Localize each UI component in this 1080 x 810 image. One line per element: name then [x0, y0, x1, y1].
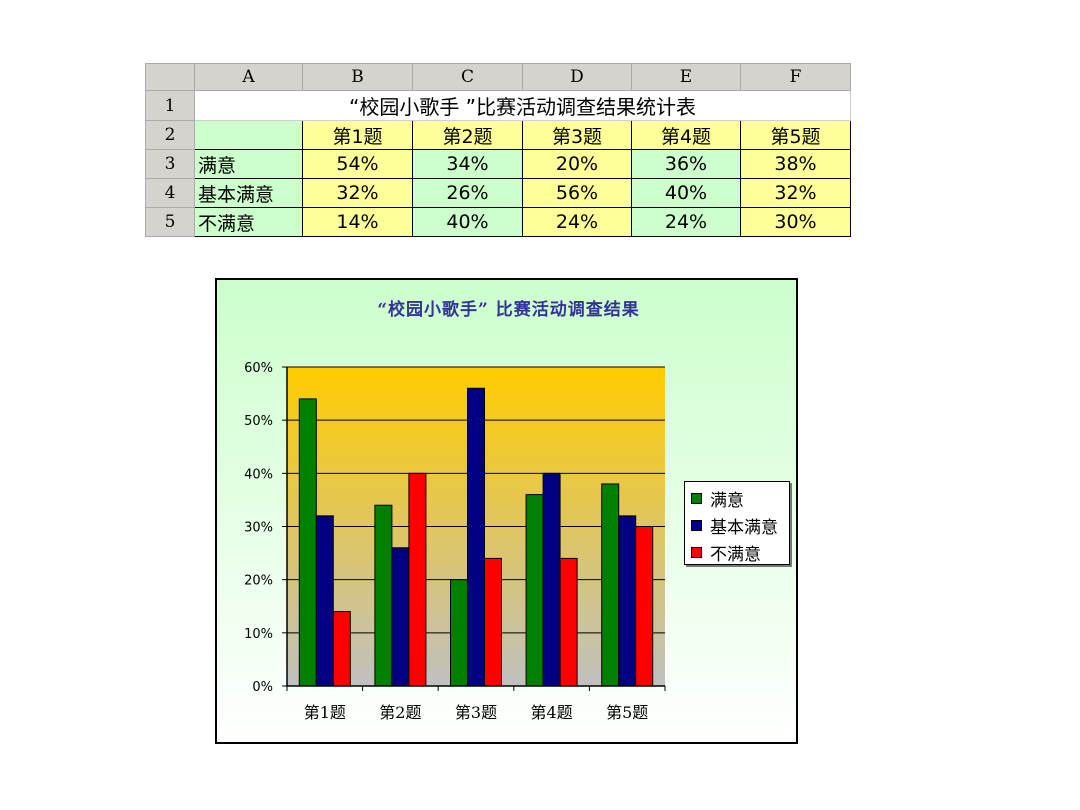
cell-question-1[interactable]: 第1题 — [302, 120, 413, 150]
cell-a2[interactable] — [194, 120, 303, 150]
cell-value[interactable]: 32% — [302, 178, 413, 208]
bars — [298, 387, 654, 687]
bar — [332, 611, 351, 687]
x-tick-label: 第3题 — [455, 703, 497, 722]
cell-value[interactable]: 38% — [740, 149, 851, 179]
legend-item-basically-satisfied: 基本满意 — [691, 513, 778, 538]
cell-question-5[interactable]: 第5题 — [740, 120, 851, 150]
cell-value[interactable]: 54% — [302, 149, 413, 179]
row-header-1[interactable]: 1 — [145, 90, 195, 121]
row-header-3[interactable]: 3 — [145, 149, 195, 179]
y-tick-label: 30% — [244, 521, 273, 536]
select-all-corner[interactable] — [145, 63, 195, 91]
cell-question-3[interactable]: 第3题 — [522, 120, 632, 150]
column-header-row: A B C D E F — [145, 63, 851, 91]
cell-value[interactable]: 34% — [412, 149, 523, 179]
sheet-row-4: 4 基本满意 32% 26% 56% 40% 32% — [145, 178, 851, 208]
bar — [484, 557, 502, 687]
bar — [559, 557, 578, 687]
cell-value[interactable]: 32% — [740, 178, 851, 208]
column-header-c[interactable]: C — [412, 63, 523, 91]
bar — [408, 472, 427, 687]
legend-label: 不满意 — [710, 544, 761, 565]
cell-value[interactable]: 40% — [631, 178, 741, 208]
spreadsheet-table: A B C D E F 1 “校园小歌手 ”比赛活动调查结果统计表 2 第1题 … — [145, 63, 851, 237]
cell-label-satisfied[interactable]: 满意 — [194, 149, 303, 179]
bar-chart: 0% 10% 20% 30% 40% 50% 60% 第1题 第2题 第3题 第4题 第5题 — [244, 361, 666, 722]
y-tick-label: 10% — [244, 627, 273, 642]
bar — [374, 504, 393, 687]
column-header-d[interactable]: D — [522, 63, 632, 91]
bar — [525, 494, 544, 687]
legend-item-satisfied: 满意 — [691, 486, 744, 511]
cell-question-4[interactable]: 第4题 — [631, 120, 741, 150]
y-tick-label: 20% — [244, 574, 273, 589]
bar — [618, 515, 637, 687]
cell-value[interactable]: 40% — [412, 207, 523, 237]
cell-value[interactable]: 14% — [302, 207, 413, 237]
axes: 0% 10% 20% 30% 40% 50% 60% 第1题 第2题 第3题 第4题 第5题 — [244, 361, 666, 722]
sheet-row-3: 3 满意 54% 34% 20% 36% 38% — [145, 149, 851, 179]
bar — [391, 547, 410, 687]
x-tick-label: 第4题 — [531, 703, 573, 722]
y-tick-label: 60% — [244, 361, 273, 376]
legend-label: 基本满意 — [710, 517, 778, 538]
column-header-e[interactable]: E — [631, 63, 741, 91]
legend-swatch-dissatisfied — [691, 546, 702, 558]
x-tick-label: 第5题 — [606, 703, 648, 722]
cell-value[interactable]: 24% — [522, 207, 632, 237]
sheet-row-2: 2 第1题 第2题 第3题 第4题 第5题 — [145, 120, 851, 150]
column-header-b[interactable]: B — [302, 63, 413, 91]
legend-swatch-satisfied — [691, 492, 702, 504]
cell-question-2[interactable]: 第2题 — [412, 120, 523, 150]
x-tick-label: 第1题 — [304, 703, 346, 722]
legend-label: 满意 — [710, 490, 744, 511]
sheet-row-1: 1 “校园小歌手 ”比赛活动调查结果统计表 — [145, 90, 851, 121]
legend-item-dissatisfied: 不满意 — [691, 540, 761, 565]
sheet-row-5: 5 不满意 14% 40% 24% 24% 30% — [145, 207, 851, 237]
legend-swatch-basically-satisfied — [691, 519, 702, 531]
cell-value[interactable]: 20% — [522, 149, 632, 179]
bar — [315, 515, 334, 687]
y-tick-label: 0% — [252, 680, 273, 695]
bar — [298, 398, 317, 687]
cell-value[interactable]: 56% — [522, 178, 632, 208]
y-tick-label: 50% — [244, 414, 273, 429]
bar — [467, 387, 485, 687]
table-title-cell[interactable]: “校园小歌手 ”比赛活动调查结果统计表 — [194, 90, 851, 121]
cell-value[interactable]: 36% — [631, 149, 741, 179]
chart-title[interactable]: “校园小歌手” 比赛活动调查结果 — [377, 300, 640, 320]
bar — [635, 526, 654, 687]
bar — [542, 472, 561, 687]
column-header-f[interactable]: F — [740, 63, 851, 91]
cell-value[interactable]: 24% — [631, 207, 741, 237]
bar — [601, 483, 620, 687]
row-header-2[interactable]: 2 — [145, 120, 195, 150]
bar — [450, 579, 468, 687]
chart-legend[interactable]: 满意 基本满意 不满意 — [684, 481, 790, 565]
cell-label-basically-satisfied[interactable]: 基本满意 — [194, 178, 303, 208]
cell-value[interactable]: 26% — [412, 178, 523, 208]
cell-label-dissatisfied[interactable]: 不满意 — [194, 207, 303, 237]
row-header-5[interactable]: 5 — [145, 207, 195, 237]
cell-value[interactable]: 30% — [740, 207, 851, 237]
row-header-4[interactable]: 4 — [145, 178, 195, 208]
column-header-a[interactable]: A — [194, 63, 303, 91]
y-tick-label: 40% — [244, 467, 273, 482]
x-tick-label: 第2题 — [379, 703, 421, 722]
chart-area[interactable]: “校园小歌手” 比赛活动调查结果 0% 10% 20% 30% 40% 50% 60% 第1题… — [215, 278, 798, 744]
